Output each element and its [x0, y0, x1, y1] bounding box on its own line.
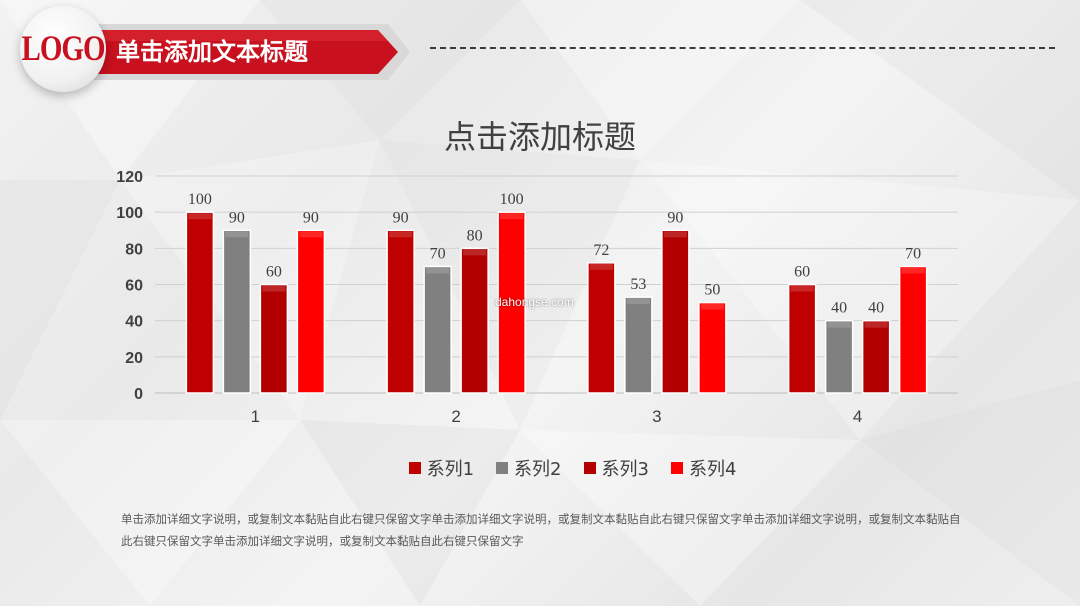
- data-label: 72: [593, 242, 609, 259]
- data-label: 90: [303, 209, 319, 226]
- legend-label: 系列3: [601, 459, 649, 480]
- bar[interactable]: [624, 296, 653, 394]
- watermark: dahongse.com: [495, 295, 574, 309]
- data-label: 60: [266, 264, 282, 281]
- legend-swatch: [670, 462, 683, 474]
- data-label: 100: [188, 191, 212, 208]
- data-label: 90: [229, 209, 245, 226]
- bar-highlight: [426, 267, 450, 274]
- bar[interactable]: [497, 211, 526, 394]
- bar-highlight: [901, 267, 925, 274]
- data-label: 70: [430, 245, 446, 262]
- y-tick-label: 20: [125, 350, 143, 367]
- bar[interactable]: [824, 319, 854, 394]
- x-tick-label: 3: [652, 407, 661, 426]
- legend-label: 系列2: [514, 459, 562, 480]
- body-description[interactable]: 单击添加详细文字说明，或复制文本黏贴自此右键只保留文字单击添加详细文字说明，或复…: [121, 512, 961, 548]
- logo-text: LOGO: [21, 28, 105, 69]
- bar-highlight: [790, 285, 814, 292]
- legend-swatch: [408, 462, 421, 474]
- bar-highlight: [500, 213, 524, 220]
- bar-highlight: [389, 231, 413, 238]
- bar[interactable]: [787, 283, 817, 394]
- page-title[interactable]: 单击添加文本标题: [116, 38, 308, 66]
- y-tick-label: 100: [116, 205, 143, 222]
- bar-highlight: [700, 303, 724, 310]
- x-tick-label: 1: [251, 407, 260, 426]
- chart-legend: 系列1 系列2 系列3 系列4: [0, 455, 1080, 481]
- legend-item[interactable]: 系列2: [496, 455, 562, 481]
- bar-highlight: [827, 321, 851, 328]
- bar-highlight: [463, 249, 487, 256]
- bar-highlight: [262, 285, 286, 292]
- y-tick-label: 120: [116, 169, 143, 186]
- bar[interactable]: [423, 265, 452, 394]
- bar[interactable]: [898, 265, 928, 394]
- bar-highlight: [299, 231, 323, 238]
- x-tick-label: 4: [853, 407, 862, 426]
- bar[interactable]: [259, 283, 289, 394]
- chart-title[interactable]: 点击添加标题: [443, 118, 636, 156]
- title-banner: [60, 24, 410, 80]
- data-label: 70: [905, 245, 921, 262]
- bar[interactable]: [185, 211, 215, 394]
- bar-highlight: [864, 321, 888, 328]
- data-label: 100: [500, 191, 524, 208]
- bar-highlight: [663, 231, 687, 238]
- y-tick-label: 80: [125, 241, 143, 258]
- bar[interactable]: [296, 229, 326, 394]
- legend-item[interactable]: 系列1: [408, 455, 475, 481]
- y-tick-label: 40: [125, 314, 143, 331]
- bar-highlight: [188, 213, 212, 220]
- y-tick-label: 0: [134, 386, 143, 403]
- bar[interactable]: [661, 229, 690, 394]
- legend-item[interactable]: 系列3: [583, 455, 649, 481]
- bar[interactable]: [460, 247, 489, 394]
- data-label: 60: [794, 264, 810, 281]
- data-label: 53: [630, 276, 646, 293]
- bar[interactable]: [222, 229, 252, 394]
- data-label: 40: [868, 300, 884, 317]
- bar-highlight: [225, 231, 249, 238]
- y-tick-label: 60: [125, 278, 143, 295]
- bar-highlight: [589, 263, 613, 270]
- bar-highlight: [626, 298, 650, 305]
- data-label: 90: [393, 209, 409, 226]
- legend-swatch: [496, 462, 509, 474]
- bar[interactable]: [386, 229, 415, 394]
- data-label: 90: [667, 209, 683, 226]
- bar[interactable]: [861, 319, 891, 394]
- legend-label: 系列1: [426, 459, 475, 480]
- bar[interactable]: [698, 301, 727, 394]
- bar[interactable]: [587, 262, 616, 394]
- data-label: 50: [704, 282, 720, 299]
- legend-item[interactable]: 系列4: [670, 455, 737, 481]
- header-divider: [430, 47, 1055, 49]
- legend-swatch: [583, 462, 596, 474]
- logo: LOGO: [20, 6, 106, 92]
- data-label: 80: [467, 227, 483, 244]
- legend-label: 系列4: [688, 459, 737, 480]
- data-label: 40: [831, 300, 847, 317]
- x-tick-label: 2: [451, 407, 460, 426]
